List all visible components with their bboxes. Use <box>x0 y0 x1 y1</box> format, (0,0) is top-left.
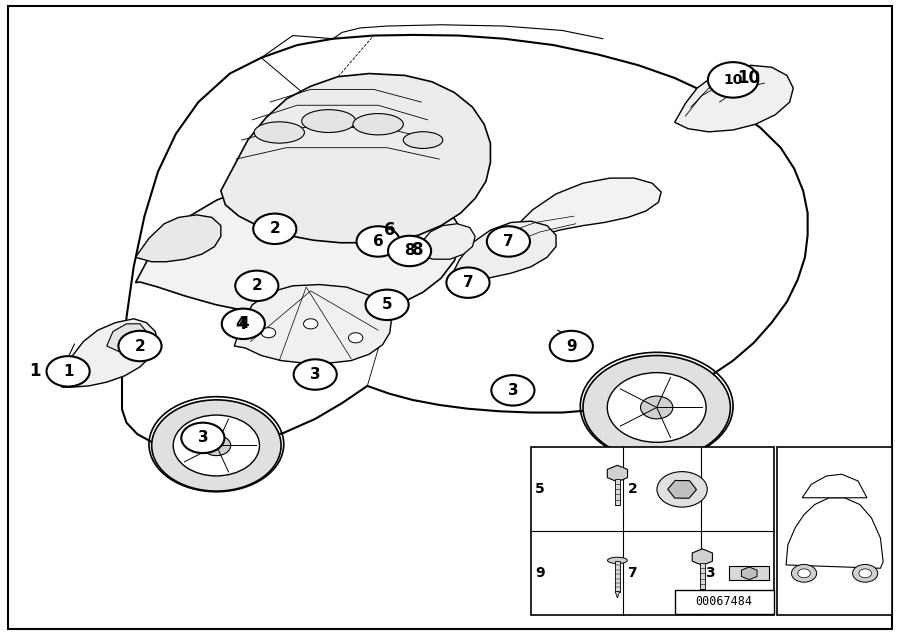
Polygon shape <box>234 284 392 363</box>
Bar <box>615 479 620 505</box>
Circle shape <box>202 436 230 456</box>
Circle shape <box>791 565 816 582</box>
Circle shape <box>487 226 530 257</box>
Polygon shape <box>107 324 147 352</box>
Text: 00067484: 00067484 <box>696 596 752 608</box>
Circle shape <box>491 375 535 406</box>
Ellipse shape <box>353 114 403 135</box>
Bar <box>777 448 892 615</box>
Text: 9: 9 <box>566 338 577 354</box>
Circle shape <box>293 359 337 390</box>
Text: 1: 1 <box>63 364 73 379</box>
Circle shape <box>388 236 431 266</box>
Bar <box>675 590 773 614</box>
Polygon shape <box>136 179 461 316</box>
Text: 6: 6 <box>384 221 396 239</box>
Polygon shape <box>802 474 867 498</box>
Text: 5: 5 <box>382 297 392 312</box>
Text: 4: 4 <box>238 316 248 331</box>
Circle shape <box>356 226 400 257</box>
Text: 8: 8 <box>404 243 415 258</box>
Text: 3: 3 <box>508 383 518 398</box>
Circle shape <box>152 400 281 491</box>
Polygon shape <box>616 592 620 598</box>
Text: 2: 2 <box>627 483 637 497</box>
Polygon shape <box>136 215 220 262</box>
Ellipse shape <box>403 131 443 149</box>
Circle shape <box>261 328 275 338</box>
Polygon shape <box>220 74 491 243</box>
Text: 5: 5 <box>536 483 545 497</box>
Polygon shape <box>448 221 556 283</box>
Bar <box>531 448 773 615</box>
Circle shape <box>119 331 161 361</box>
Text: 7: 7 <box>463 275 473 290</box>
Circle shape <box>173 415 259 476</box>
Circle shape <box>181 423 224 453</box>
Circle shape <box>641 396 673 419</box>
Bar <box>616 561 620 592</box>
Text: 2: 2 <box>251 278 262 293</box>
Text: 3: 3 <box>310 367 320 382</box>
Text: 3: 3 <box>198 431 208 445</box>
Circle shape <box>583 356 731 460</box>
Circle shape <box>365 290 409 320</box>
Circle shape <box>221 309 265 339</box>
Text: 2: 2 <box>135 338 146 354</box>
Circle shape <box>47 356 90 387</box>
Ellipse shape <box>254 122 304 143</box>
Text: 10: 10 <box>724 73 742 87</box>
Circle shape <box>657 472 707 507</box>
Polygon shape <box>786 498 883 568</box>
Circle shape <box>348 333 363 343</box>
Text: 1: 1 <box>29 363 40 380</box>
Ellipse shape <box>302 110 356 133</box>
Circle shape <box>253 213 296 244</box>
Text: 3: 3 <box>706 566 715 580</box>
Circle shape <box>303 319 318 329</box>
Polygon shape <box>502 178 662 249</box>
Text: 9: 9 <box>536 566 545 580</box>
Text: 4: 4 <box>236 315 248 333</box>
Circle shape <box>859 569 871 578</box>
Text: 7: 7 <box>503 234 514 249</box>
Circle shape <box>608 373 706 443</box>
Text: 7: 7 <box>627 566 637 580</box>
Text: 6: 6 <box>373 234 383 249</box>
Ellipse shape <box>608 558 627 564</box>
Polygon shape <box>122 35 807 448</box>
Circle shape <box>550 331 593 361</box>
Circle shape <box>708 62 758 98</box>
Bar <box>699 563 705 589</box>
Text: 2: 2 <box>269 221 280 236</box>
Bar <box>729 566 769 580</box>
Circle shape <box>446 267 490 298</box>
Polygon shape <box>675 65 793 132</box>
Circle shape <box>235 271 278 301</box>
Text: 10: 10 <box>738 69 760 87</box>
Circle shape <box>797 569 810 578</box>
Polygon shape <box>416 224 475 259</box>
Circle shape <box>852 565 878 582</box>
Polygon shape <box>62 319 158 387</box>
Text: 8: 8 <box>412 241 424 259</box>
